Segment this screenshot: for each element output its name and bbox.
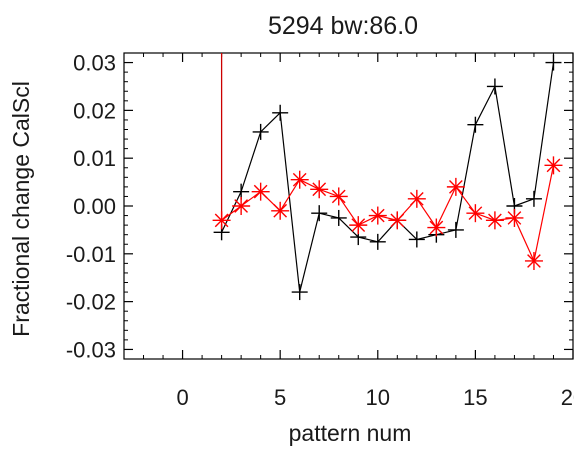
data-point (427, 218, 446, 237)
y-tick-label: 0.01 (73, 146, 116, 171)
data-point (291, 284, 308, 301)
data-point (349, 216, 368, 235)
data-point (271, 201, 290, 220)
data-point (290, 170, 309, 189)
y-tick-label: 0.02 (73, 98, 116, 123)
data-point (310, 180, 329, 199)
data-point (544, 156, 563, 175)
data-point (524, 251, 543, 270)
data-point (408, 231, 425, 248)
y-tick-label: 0.00 (73, 194, 116, 219)
data-point (467, 116, 484, 133)
data-point (505, 208, 524, 227)
data-point (311, 205, 328, 222)
data-point (485, 211, 504, 230)
x-tick-label: 15 (463, 385, 487, 410)
data-point (272, 104, 289, 121)
x-axis-label: pattern num (289, 420, 412, 446)
x-tick-label: 0 (176, 385, 188, 410)
series-2 (212, 156, 563, 270)
y-tick-label: -0.03 (66, 337, 116, 362)
data-point (252, 123, 269, 140)
series-layer (212, 54, 563, 301)
data-point (407, 189, 426, 208)
series-line (221, 62, 555, 293)
x-tick-label: 10 (366, 385, 390, 410)
axis-ticks (123, 52, 574, 360)
x-tick-label: 5 (274, 385, 286, 410)
data-point (212, 211, 231, 230)
data-point (251, 182, 270, 201)
data-point (232, 197, 251, 215)
series-line (221, 165, 555, 263)
data-point (446, 177, 465, 196)
chart-title: 5294 bw:86.0 (268, 12, 418, 40)
axis-tick-labels: 0 5 10 15 20 -0.03 -0.02 -0.01 0.00 0.01 0.02 0.03 (66, 51, 574, 410)
plot-frame (123, 52, 574, 360)
data-point (329, 187, 348, 206)
data-point (545, 54, 562, 71)
series-1 (213, 54, 562, 301)
data-point (486, 78, 503, 95)
y-axis-label: Fractional change CalScl (8, 81, 34, 337)
data-point (447, 221, 464, 238)
data-point (330, 209, 347, 226)
y-tick-label: -0.01 (66, 242, 116, 267)
y-tick-label: -0.02 (66, 290, 116, 315)
data-point (369, 233, 386, 250)
data-point (233, 183, 250, 200)
data-point (388, 211, 407, 230)
x-tick-label: 20 (561, 385, 574, 410)
y-tick-label: 0.03 (73, 51, 116, 76)
data-point (525, 190, 542, 207)
data-point (368, 206, 387, 225)
data-point (466, 204, 485, 223)
